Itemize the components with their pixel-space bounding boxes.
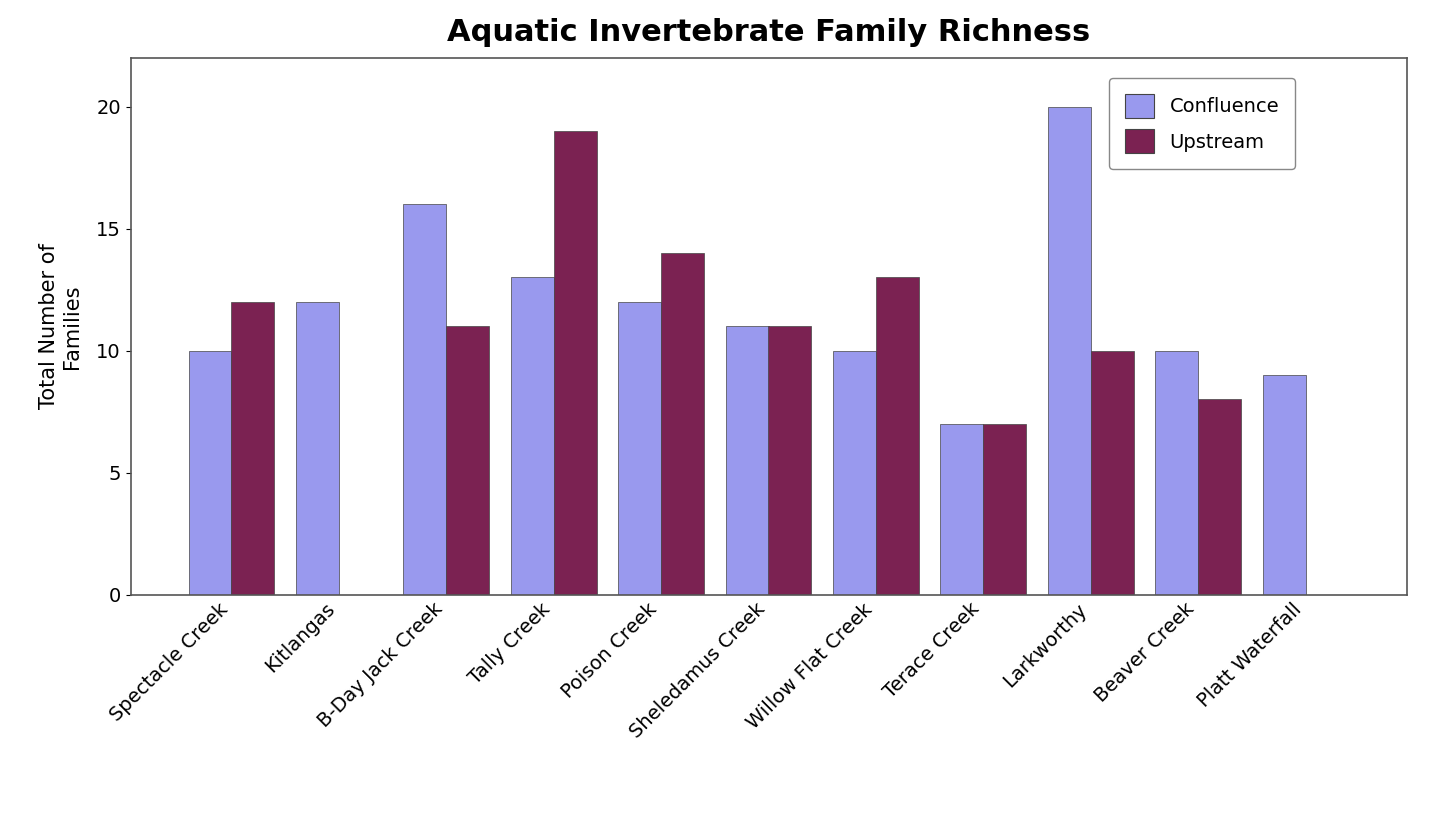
Bar <box>1198 400 1241 595</box>
Bar <box>1263 375 1305 595</box>
Bar <box>1090 351 1134 595</box>
Bar <box>661 253 705 595</box>
Bar <box>447 326 489 595</box>
Bar <box>618 301 661 595</box>
Bar <box>725 326 768 595</box>
Bar <box>554 131 596 595</box>
Bar <box>876 278 919 595</box>
Bar <box>768 326 812 595</box>
Bar <box>232 301 274 595</box>
Bar <box>403 204 447 595</box>
Bar <box>941 424 983 595</box>
Bar <box>1048 107 1090 595</box>
Legend: Confluence, Upstream: Confluence, Upstream <box>1109 78 1295 169</box>
Bar <box>510 278 554 595</box>
Title: Aquatic Invertebrate Family Richness: Aquatic Invertebrate Family Richness <box>447 18 1090 47</box>
Bar <box>188 351 232 595</box>
Bar <box>832 351 876 595</box>
Bar <box>1156 351 1198 595</box>
Bar <box>983 424 1027 595</box>
Y-axis label: Total Number of
Families: Total Number of Families <box>39 244 83 409</box>
Bar <box>296 301 339 595</box>
